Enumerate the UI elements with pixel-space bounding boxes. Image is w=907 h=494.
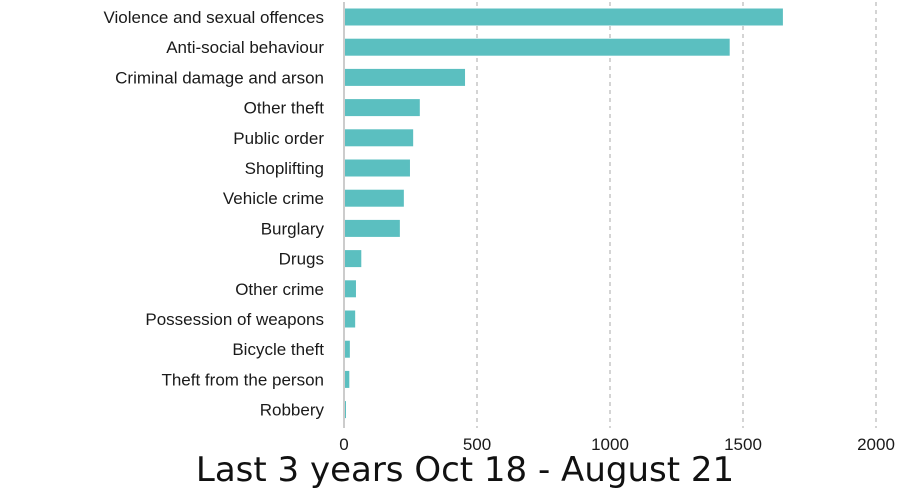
category-label: Theft from the person	[161, 370, 324, 389]
bar	[345, 310, 356, 328]
category-label: Bicycle theft	[232, 340, 324, 359]
bar	[345, 129, 414, 147]
bar	[345, 250, 362, 268]
x-tick-label: 500	[463, 435, 491, 454]
category-label: Other theft	[244, 99, 325, 118]
category-label: Shoplifting	[245, 159, 324, 178]
x-tick-label: 1500	[724, 435, 762, 454]
category-label: Possession of weapons	[145, 310, 324, 329]
category-label: Other crime	[235, 280, 324, 299]
bars	[345, 8, 783, 419]
category-labels: Violence and sexual offences Anti-social …	[103, 8, 324, 420]
category-label: Robbery	[260, 401, 325, 420]
bar	[345, 38, 730, 56]
category-label: Anti-social behaviour	[166, 38, 324, 57]
bar	[345, 340, 350, 358]
category-label: Public order	[233, 129, 324, 148]
x-tick-label: 0	[339, 435, 348, 454]
category-label: Drugs	[279, 250, 324, 269]
bar	[345, 280, 356, 298]
bar	[345, 401, 346, 419]
category-label: Criminal damage and arson	[115, 68, 324, 87]
bar	[345, 370, 350, 388]
category-label: Vehicle crime	[223, 189, 324, 208]
chart-caption: Last 3 years Oct 18 - August 21	[195, 450, 735, 490]
bar	[345, 8, 783, 26]
x-tick-label: 1000	[591, 435, 629, 454]
bar	[345, 159, 410, 177]
bar	[345, 189, 404, 207]
x-tick-labels: 0 500 1000 1500 2000	[339, 435, 895, 454]
category-label: Burglary	[261, 219, 325, 238]
bar	[345, 219, 400, 237]
grid-lines	[343, 2, 877, 428]
x-tick-label: 2000	[857, 435, 895, 454]
bar	[345, 68, 466, 86]
bar	[345, 99, 420, 117]
category-label: Violence and sexual offences	[103, 8, 324, 27]
